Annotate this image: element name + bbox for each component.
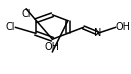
Text: OH: OH [115, 22, 130, 32]
Text: Cl: Cl [21, 9, 31, 19]
Text: Cl: Cl [6, 22, 15, 32]
Text: N: N [94, 28, 101, 38]
Text: OH: OH [45, 42, 60, 52]
